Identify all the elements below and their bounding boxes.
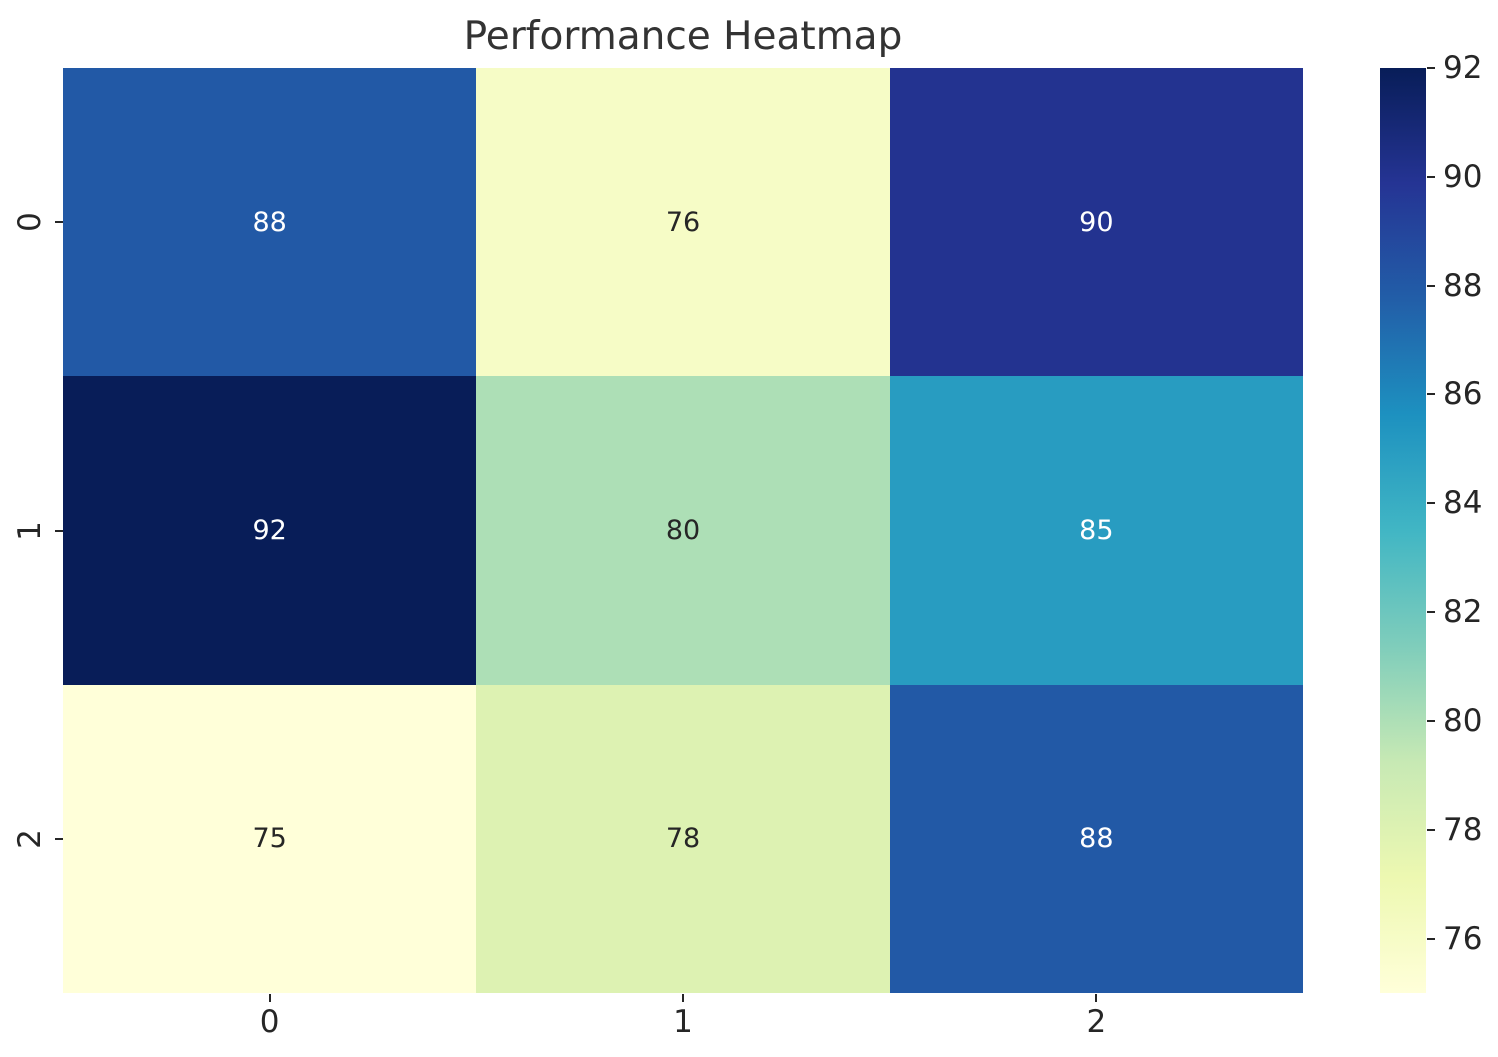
- x-tick-mark: [268, 994, 271, 1002]
- chart-title: Performance Heatmap: [463, 14, 903, 59]
- x-tick-label: 2: [1086, 1004, 1107, 1040]
- colorbar-tick-mark: [1427, 828, 1435, 831]
- heatmap-cell: 76: [476, 68, 890, 377]
- colorbar-tick-label: 92: [1443, 50, 1483, 86]
- y-tick-mark: [55, 529, 63, 532]
- colorbar-tick-mark: [1427, 284, 1435, 287]
- colorbar: [1380, 68, 1426, 993]
- heatmap-cell: 88: [889, 684, 1303, 993]
- heatmap-cell: 80: [476, 376, 890, 685]
- colorbar-tick-label: 82: [1443, 594, 1483, 631]
- y-tick-mark: [55, 221, 63, 224]
- y-tick-mark: [55, 837, 63, 840]
- y-tick-label: 1: [12, 520, 48, 541]
- colorbar-tick-mark: [1427, 502, 1435, 505]
- colorbar-tick-label: 88: [1443, 267, 1483, 304]
- colorbar-tick-label: 86: [1443, 376, 1483, 413]
- x-tick-label: 0: [259, 1004, 280, 1040]
- heatmap-cell: 92: [63, 376, 477, 685]
- x-tick-mark: [1095, 994, 1098, 1002]
- colorbar-tick-label: 78: [1443, 811, 1483, 848]
- x-tick-mark: [682, 994, 684, 1002]
- colorbar-tick-label: 84: [1443, 485, 1483, 522]
- x-tick-label: 1: [673, 1004, 693, 1040]
- heatmap-cell: 90: [889, 68, 1303, 377]
- heatmap-grid: 88 76 90 92 80 85 75 78 88: [63, 68, 1303, 993]
- heatmap-cell: 88: [63, 68, 477, 377]
- colorbar-tick-mark: [1427, 393, 1435, 396]
- colorbar-tick-label: 80: [1443, 702, 1483, 739]
- colorbar-tick-label: 90: [1443, 158, 1483, 195]
- heatmap-cell: 85: [889, 376, 1303, 685]
- heatmap-cell: 78: [476, 684, 890, 993]
- heatmap-cell: 75: [63, 684, 477, 993]
- colorbar-tick-mark: [1427, 611, 1435, 614]
- colorbar-tick-label: 76: [1443, 920, 1483, 957]
- y-tick-label: 2: [12, 828, 48, 849]
- y-tick-label: 0: [12, 212, 48, 233]
- colorbar-tick-mark: [1427, 719, 1435, 722]
- colorbar-tick-mark: [1427, 175, 1435, 178]
- colorbar-tick-mark: [1427, 67, 1435, 69]
- colorbar-tick-mark: [1427, 937, 1435, 940]
